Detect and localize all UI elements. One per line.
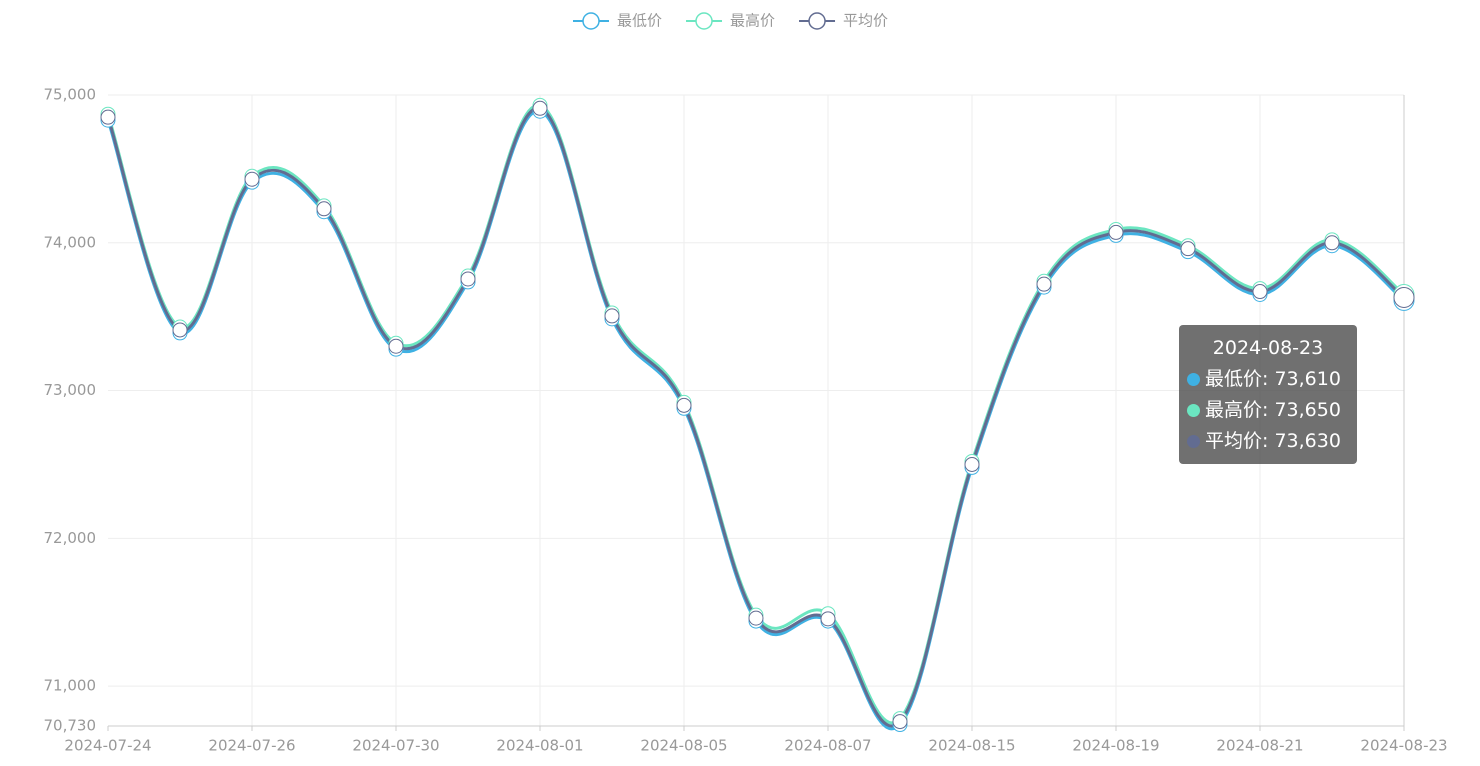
- point: [388, 338, 404, 354]
- legend-item[interactable]: 最低价: [573, 12, 662, 30]
- legend-item[interactable]: 平均价: [799, 12, 888, 30]
- point: [1036, 276, 1052, 292]
- tooltip-title: 2024-08-23: [1212, 337, 1324, 359]
- legend-marker: [582, 12, 600, 30]
- tooltip-row: 最低价: 73,610: [1179, 364, 1357, 395]
- point: [1180, 241, 1196, 257]
- tooltip-dot: [1187, 404, 1200, 417]
- legend-label: 平均价: [843, 12, 888, 30]
- point: [1393, 286, 1415, 308]
- x-tick-label: 2024-08-23: [1360, 737, 1447, 755]
- point: [172, 322, 188, 338]
- x-tick-label: 2024-07-24: [64, 737, 151, 755]
- legend-label: 最低价: [617, 12, 662, 30]
- x-tick-label: 2024-08-01: [496, 737, 583, 755]
- tooltip: 2024-08-23 最低价: 73,610 最高价: 73,650 平均价: 73…: [1179, 325, 1357, 464]
- point: [100, 109, 116, 125]
- legend-item[interactable]: 最高价: [686, 12, 775, 30]
- x-tick-label: 2024-07-26: [208, 737, 295, 755]
- x-tick-label: 2024-08-05: [640, 737, 727, 755]
- x-tick-label: 2024-08-21: [1216, 737, 1303, 755]
- y-tick-label: 74,000: [44, 233, 97, 251]
- legend-label: 最高价: [730, 12, 775, 30]
- tooltip-dot: [1187, 373, 1200, 386]
- tooltip-dot: [1187, 435, 1200, 448]
- x-tick-label: 2024-07-30: [352, 737, 439, 755]
- y-tick-label: 71,000: [44, 677, 97, 695]
- tooltip-text: 最高价: 73,650: [1205, 399, 1341, 421]
- point: [892, 714, 908, 730]
- point: [604, 308, 620, 324]
- y-tick-label: 73,000: [44, 381, 97, 399]
- point: [1252, 284, 1268, 300]
- point: [316, 201, 332, 217]
- legend-marker: [808, 12, 826, 30]
- point: [676, 397, 692, 413]
- y-tick-label: 72,000: [44, 529, 97, 547]
- point: [460, 271, 476, 287]
- point: [1324, 235, 1340, 251]
- point: [748, 610, 764, 626]
- tooltip-text: 最低价: 73,610: [1205, 368, 1341, 390]
- point: [820, 611, 836, 627]
- point: [532, 100, 548, 116]
- tooltip-row: 最高价: 73,650: [1179, 395, 1357, 426]
- tooltip-text: 平均价: 73,630: [1205, 430, 1341, 452]
- legend-marker: [695, 12, 713, 30]
- tooltip-row: 平均价: 73,630: [1179, 426, 1357, 457]
- point: [244, 171, 260, 187]
- series-line: [106, 106, 1405, 728]
- x-tick-label: 2024-08-19: [1072, 737, 1159, 755]
- y-tick-label: 70,730: [44, 717, 97, 735]
- point: [1108, 224, 1124, 240]
- y-tick-label: 75,000: [44, 86, 97, 104]
- x-tick-label: 2024-08-07: [784, 737, 871, 755]
- point: [964, 456, 980, 472]
- x-tick-label: 2024-08-15: [928, 737, 1015, 755]
